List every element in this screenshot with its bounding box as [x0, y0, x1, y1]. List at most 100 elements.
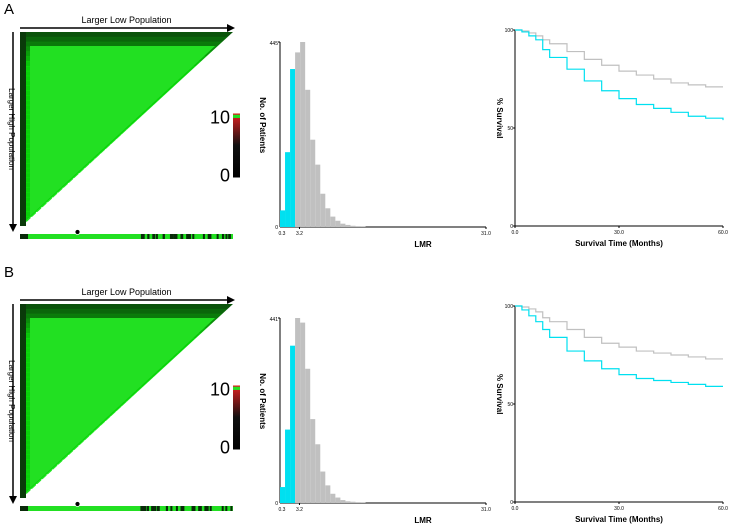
histogram-bar — [325, 208, 330, 227]
bottom-strip-dark — [210, 506, 212, 511]
y-axis-label: % Survival — [495, 98, 504, 138]
bottom-strip-dark — [166, 506, 168, 511]
bottom-strip-dark — [147, 234, 149, 239]
side-axis-label: Larger High Population — [7, 360, 16, 442]
bottom-strip-dark — [152, 506, 154, 511]
heatmap-row — [26, 309, 228, 314]
x-tick-label: 30.0 — [614, 506, 624, 512]
x-tick-label: 0.0 — [512, 506, 519, 512]
bottom-strip-dark — [222, 234, 224, 239]
bottom-strip-dark — [192, 506, 194, 511]
histogram-0: 44500.3 3.2 31.0LMRNo. of Patients — [258, 41, 491, 249]
bottom-strip-dark — [192, 234, 194, 239]
x-tick-label: 0.3 — [279, 507, 286, 513]
histogram-bar — [320, 472, 325, 503]
x-tick-label: 30.0 — [614, 230, 624, 236]
x-tick-label: 3.2 — [296, 231, 303, 237]
colorbar-green — [233, 387, 240, 390]
bottom-strip-dark — [171, 234, 173, 239]
bottom-strip-dark — [203, 234, 205, 239]
y-tick-label: 100 — [505, 304, 514, 310]
bottom-strip-dark — [208, 234, 210, 239]
heatmap-0: Larger Low Population Larger High Populat… — [7, 15, 240, 239]
heatmap-row — [26, 304, 233, 309]
colorbar — [233, 385, 240, 449]
top-arrow-head — [227, 24, 235, 32]
y-axis-label: % Survival — [495, 374, 504, 414]
colorbar — [233, 113, 240, 177]
histogram-bar — [350, 502, 355, 503]
x-tick-label: 0.0 — [512, 230, 519, 236]
histogram-bar — [280, 210, 285, 227]
bottom-strip-dark — [225, 234, 227, 239]
colorbar-green — [233, 115, 240, 118]
bottom-strip-dark — [144, 506, 146, 511]
histogram-bar — [335, 221, 340, 227]
histogram-bar — [300, 42, 305, 227]
bottom-strip-dark — [170, 506, 172, 511]
x-axis-label: Survival Time (Months) — [575, 515, 663, 524]
y-tick-label: 100 — [505, 28, 514, 34]
colorbar-min: 0 — [220, 438, 230, 458]
y-axis-label: No. of Patients — [258, 97, 267, 154]
bottom-strip-dark — [198, 506, 200, 511]
bottom-strip-dark — [222, 506, 224, 511]
bottom-strip-dark — [225, 506, 227, 511]
histogram-bar — [310, 419, 315, 503]
x-tick-label: 31.0 — [481, 231, 491, 237]
heatmap-left-edge — [20, 304, 26, 498]
histogram-bar — [355, 226, 360, 227]
histogram-bar — [325, 485, 330, 503]
side-arrow-head — [9, 224, 17, 232]
bottom-strip-dark — [186, 234, 188, 239]
side-axis-label: Larger High Population — [7, 88, 16, 170]
x-axis-label: LMR — [414, 516, 432, 525]
colorbar-max: 10 — [210, 379, 230, 399]
heatmap-1: Larger Low Population Larger High Populat… — [7, 287, 240, 511]
survival-0: 100 50 00.0 30.0 60.0 Survival Time (Months)%… — [495, 28, 728, 248]
bottom-strip — [20, 234, 233, 239]
side-arrow-head — [9, 496, 17, 504]
histogram-bar — [345, 225, 350, 227]
bottom-strip-dark — [181, 506, 183, 511]
y-tick-label: 50 — [507, 402, 513, 408]
histogram-bar — [295, 318, 300, 503]
bottom-strip-dark — [141, 234, 143, 239]
histogram-bar — [295, 52, 300, 227]
bottom-strip-dark — [228, 234, 230, 239]
histogram-bar — [330, 217, 335, 227]
top-arrow-head — [227, 296, 235, 304]
panel-letter: B — [4, 264, 14, 281]
y-axis-label: No. of Patients — [258, 373, 267, 430]
top-axis-label: Larger Low Population — [81, 287, 171, 297]
heatmap-left-edge — [20, 32, 26, 226]
bottom-strip-dark — [153, 234, 155, 239]
bottom-strip-dark — [174, 234, 176, 239]
x-tick-label: 31.0 — [481, 507, 491, 513]
x-tick-label: 60.0 — [718, 230, 728, 236]
heatmap-row — [26, 37, 228, 42]
survival-curve — [515, 306, 723, 359]
bottom-strip-dark — [230, 506, 232, 511]
histogram-bar — [285, 430, 290, 503]
bottom-strip-dark — [163, 234, 165, 239]
survival-1: 100 50 00.0 30.0 60.0 Survival Time (Months)%… — [495, 304, 728, 524]
histogram-bar — [335, 498, 340, 503]
bottom-strip-dark — [182, 506, 184, 511]
histogram-bar — [280, 487, 285, 503]
bottom-strip-dark — [147, 506, 149, 511]
x-axis-label: LMR — [414, 240, 432, 249]
bottom-strip-dark — [141, 506, 143, 511]
histogram-bar — [305, 369, 310, 503]
histogram-bar — [340, 224, 345, 227]
histogram-bar — [355, 502, 360, 503]
bottom-strip-dark — [20, 506, 28, 511]
bottom-strip-dark — [143, 234, 145, 239]
cutoff-marker — [75, 230, 80, 235]
bottom-strip-dark — [154, 506, 156, 511]
survival-curve — [515, 30, 723, 87]
y-tick-label: 441 — [270, 317, 279, 323]
bottom-strip-dark — [20, 234, 28, 239]
histogram-bar — [320, 194, 325, 227]
